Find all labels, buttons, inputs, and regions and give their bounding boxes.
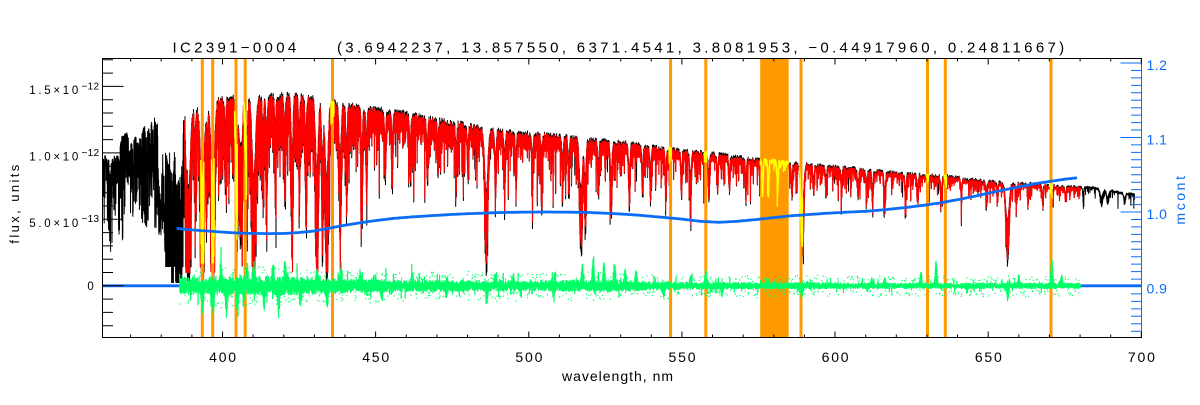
svg-text:1.0×10: 1.0×10 [29, 151, 81, 163]
svg-text:IC2391−0004 (3.6942237, 13: IC2391−0004 (3.6942237, 13.857550, 6371.… [173, 40, 1068, 57]
svg-text:1.0: 1.0 [1147, 206, 1168, 222]
svg-text:1.2: 1.2 [1147, 57, 1168, 73]
svg-text:−12: −12 [82, 148, 100, 159]
svg-text:5.0×10: 5.0×10 [29, 218, 81, 230]
svg-text:−12: −12 [82, 81, 100, 92]
svg-text:−13: −13 [82, 214, 100, 225]
svg-text:1.5×10: 1.5×10 [29, 85, 81, 97]
svg-text:550: 550 [669, 349, 698, 365]
svg-text:500: 500 [515, 349, 544, 365]
svg-text:650: 650 [975, 349, 1004, 365]
svg-text:0: 0 [87, 281, 96, 293]
svg-text:700: 700 [1128, 349, 1157, 365]
svg-text:600: 600 [822, 349, 851, 365]
svg-text:mcont: mcont [1172, 173, 1188, 224]
svg-text:400: 400 [209, 349, 238, 365]
svg-text:flux, units: flux, units [7, 162, 22, 243]
svg-text:450: 450 [362, 349, 391, 365]
svg-text:wavelength, nm: wavelength, nm [561, 368, 674, 384]
svg-text:0.9: 0.9 [1147, 280, 1168, 296]
svg-text:1.1: 1.1 [1147, 131, 1168, 147]
